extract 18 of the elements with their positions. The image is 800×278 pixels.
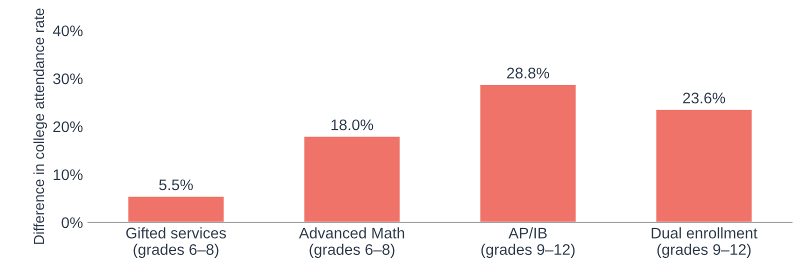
x-tick-label: AP/IB (grades 9–12) <box>481 227 575 258</box>
y-tick-label: 30% <box>53 73 83 84</box>
y-tick-label: 40% <box>52 25 83 36</box>
data-label: 28.8% <box>507 68 550 78</box>
bar <box>302 135 402 222</box>
bar <box>654 108 754 222</box>
x-tick-label: Advanced Math (grades 6–8) <box>298 227 404 258</box>
bar <box>126 195 226 222</box>
data-label: 18.0% <box>332 119 374 130</box>
y-tick-label: 20% <box>53 121 83 132</box>
data-label: 23.6% <box>683 92 726 104</box>
bar <box>478 84 578 222</box>
data-label: 5.5% <box>159 179 193 190</box>
x-tick-label: Gifted services (grades 6–8) <box>126 227 226 258</box>
y-tick-label: 0% <box>62 217 83 228</box>
y-axis-title: Difference in college attendance rate <box>33 8 48 244</box>
x-tick-label: Dual enrollment (grades 9–12) <box>652 227 758 258</box>
y-tick-label: 10% <box>54 169 83 180</box>
